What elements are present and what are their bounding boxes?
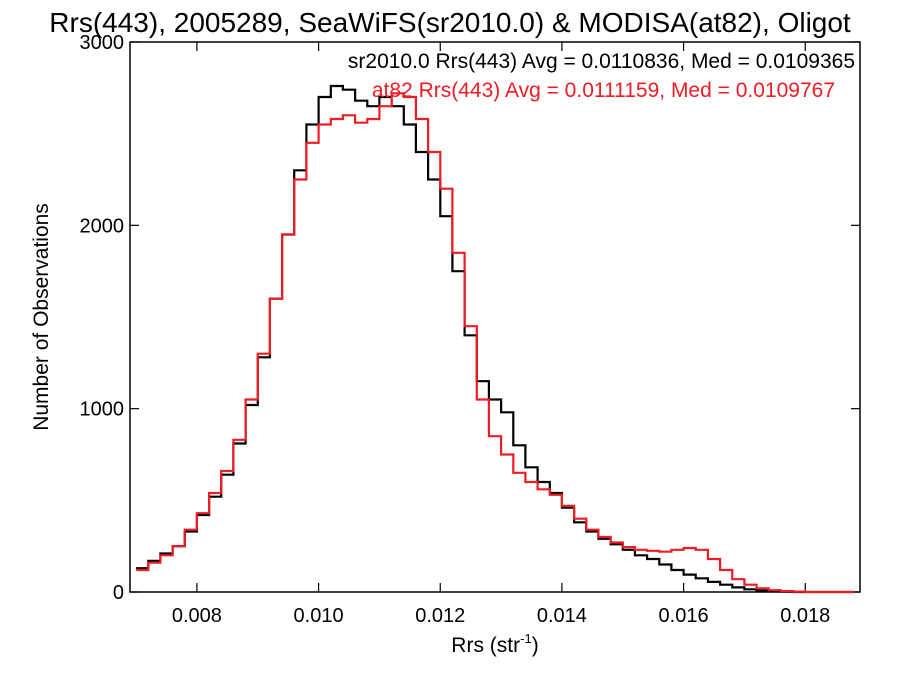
series-line-1 (136, 92, 854, 594)
y-axis-label: Number of Observations (30, 203, 53, 431)
x-axis-label: Rrs (str-1) (451, 631, 538, 657)
legend-entry-series-0: sr2010.0 Rrs(443) Avg = 0.0110836, Med =… (348, 50, 855, 73)
x-axis-label-superscript: -1 (520, 631, 532, 646)
x-tick-label: 0.018 (780, 605, 830, 627)
plot-frame (129, 41, 861, 593)
x-tick-label: 0.012 (415, 605, 465, 627)
y-axis: 0 1000 2000 3000 (80, 32, 860, 604)
legend-entry-series-1: at82 Rrs(443) Avg = 0.0111159, Med = 0.0… (372, 79, 835, 102)
y-tick-label: 3000 (80, 32, 125, 54)
y-tick-label: 1000 (80, 399, 125, 421)
x-axis: 0.008 0.010 0.012 0.014 0.016 0.018 (172, 42, 830, 627)
series-line-0 (136, 84, 854, 594)
series-group (136, 84, 854, 594)
plot-area (129, 41, 861, 593)
x-tick-label: 0.016 (659, 605, 709, 627)
x-axis-label-main: Rrs (str (451, 634, 520, 657)
x-tick-label: 0.014 (537, 605, 587, 627)
y-tick-label: 2000 (80, 215, 125, 237)
x-axis-label-suffix: ) (532, 634, 539, 657)
y-tick-label: 0 (113, 582, 124, 604)
x-tick-label: 0.010 (294, 605, 344, 627)
chart-title: Rrs(443), 2005289, SeaWiFS(sr2010.0) & M… (49, 7, 851, 38)
x-tick-label: 0.008 (172, 605, 222, 627)
